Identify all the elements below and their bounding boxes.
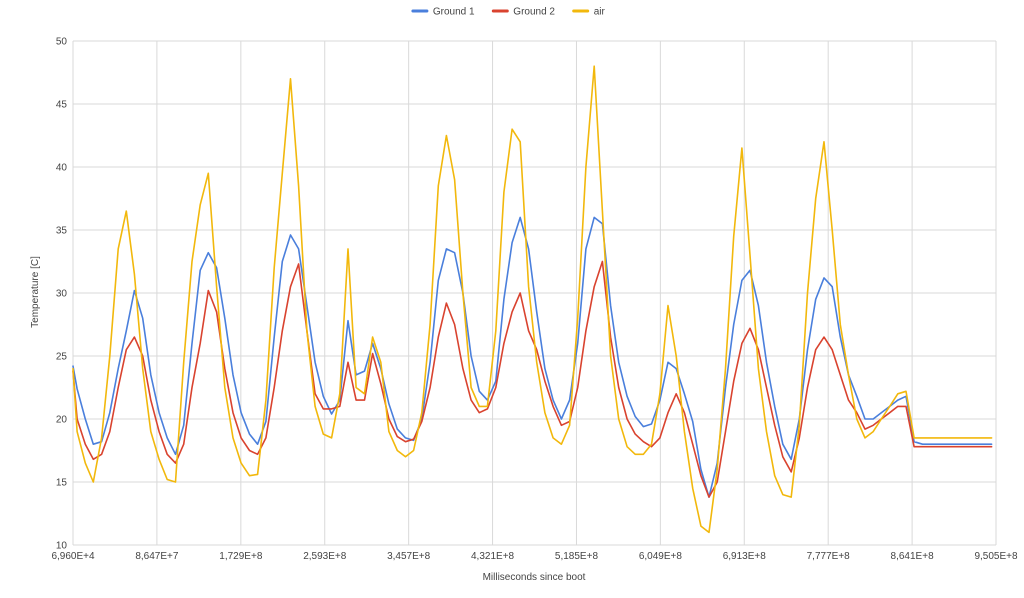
- series-line-ground-1: [72, 216, 993, 498]
- legend-item-ground-2[interactable]: Ground 2: [491, 7, 555, 18]
- y-tick-label-45: 45: [56, 100, 68, 111]
- y-axis-title: Temperature [C]: [30, 256, 41, 328]
- x-tick-label-11: 9,505E+8: [974, 551, 1018, 562]
- x-axis-tick-labels: 6,960E+4 8,647E+7 1,729E+8 2,593E+8 3,457E+8…: [51, 551, 1018, 562]
- gridlines: [72, 40, 997, 546]
- y-tick-label-35: 35: [56, 226, 68, 237]
- y-axis-tick-labels: 10 15 20 25 30 35 40 45 50: [56, 37, 68, 552]
- legend-label: Ground 2: [513, 7, 555, 18]
- series-line-ground-2: [72, 260, 993, 498]
- y-tick-label-40: 40: [56, 163, 68, 174]
- legend-label: Ground 1: [433, 7, 475, 18]
- x-tick-label-8: 6,913E+8: [723, 551, 767, 562]
- x-tick-label-10: 8,641E+8: [891, 551, 935, 562]
- legend-item-ground-1[interactable]: Ground 1: [411, 7, 475, 18]
- legend: Ground 1 Ground 2 air: [411, 7, 606, 18]
- y-tick-label-20: 20: [56, 415, 68, 426]
- x-tick-label-2: 1,729E+8: [219, 551, 263, 562]
- x-tick-label-3: 2,593E+8: [303, 551, 347, 562]
- x-axis-title: Milliseconds since boot: [483, 572, 586, 583]
- x-tick-label-0: 6,960E+4: [51, 551, 95, 562]
- x-tick-label-1: 8,647E+7: [135, 551, 179, 562]
- series-line-air: [72, 65, 993, 534]
- x-tick-label-4: 3,457E+8: [387, 551, 431, 562]
- legend-item-air[interactable]: air: [572, 7, 606, 18]
- legend-label: air: [594, 7, 606, 18]
- y-tick-label-25: 25: [56, 352, 68, 363]
- y-tick-label-30: 30: [56, 289, 68, 300]
- y-tick-label-50: 50: [56, 37, 68, 48]
- x-tick-label-7: 6,049E+8: [639, 551, 683, 562]
- x-tick-label-9: 7,777E+8: [807, 551, 851, 562]
- y-tick-label-10: 10: [56, 541, 68, 552]
- x-tick-label-5: 4,321E+8: [471, 551, 515, 562]
- x-tick-label-6: 5,185E+8: [555, 551, 599, 562]
- y-tick-label-15: 15: [56, 478, 68, 489]
- series-lines: [72, 65, 993, 534]
